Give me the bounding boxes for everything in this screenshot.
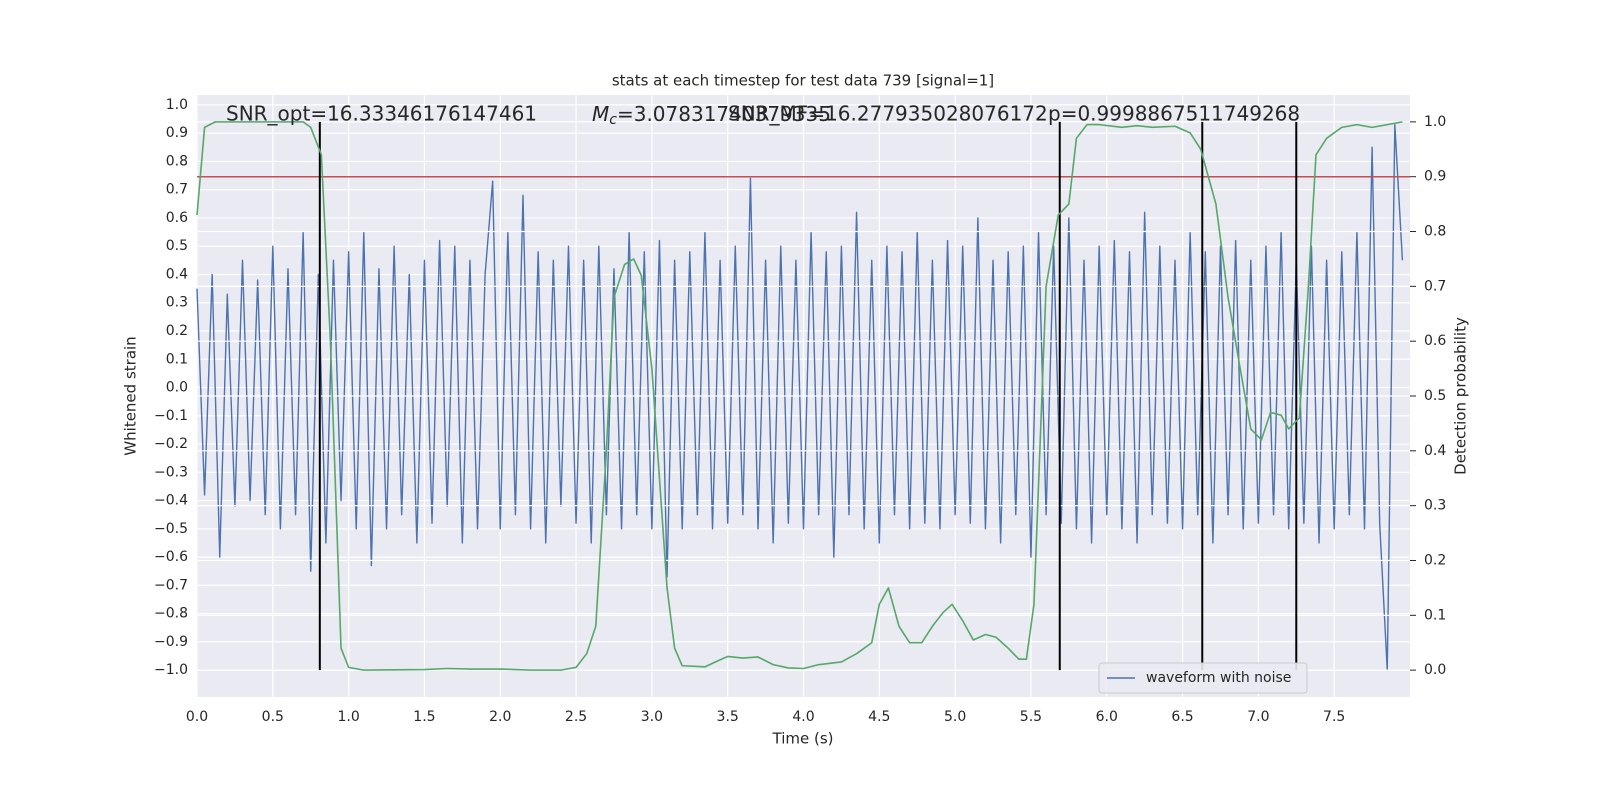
- annotation-text: =3.07831740379335: [617, 102, 831, 126]
- x-tick-label: 7.0: [1247, 709, 1269, 725]
- y2-axis-label: Detection probability: [1452, 317, 1470, 475]
- x-tick-label: 2.5: [565, 709, 587, 725]
- y2-tick-label: 0.0: [1424, 662, 1446, 678]
- x-tick-label: 5.0: [944, 709, 966, 725]
- y-axis-label: Whitened strain: [122, 336, 140, 455]
- x-tick-label: 3.5: [717, 709, 739, 725]
- y-tick-label: −0.2: [154, 436, 188, 452]
- chart-title: stats at each timestep for test data 739…: [612, 72, 994, 90]
- x-tick-label: 3.0: [641, 709, 663, 725]
- y-tick-label: 0.1: [166, 351, 188, 367]
- y-tick-label: 0.6: [166, 210, 188, 226]
- legend-label: waveform with noise: [1146, 670, 1291, 686]
- x-tick-label: 1.0: [337, 709, 359, 725]
- x-tick-label: 6.0: [1096, 709, 1118, 725]
- x-tick-label: 2.0: [489, 709, 511, 725]
- y-tick-label: −0.7: [154, 577, 188, 593]
- y-tick-label: −0.9: [154, 634, 188, 650]
- y2-tick-label: 0.6: [1424, 333, 1446, 349]
- x-tick-label: 4.0: [792, 709, 814, 725]
- annotation: Mc=3.07831740379335: [592, 102, 831, 129]
- y2-tick-label: 0.8: [1424, 224, 1446, 240]
- annotation: SNR_MF=16.277935028076172: [728, 102, 1048, 126]
- y2-tick-label: 0.5: [1424, 388, 1446, 404]
- x-tick-label: 7.5: [1323, 709, 1345, 725]
- y-tick-label: 0.4: [166, 266, 188, 282]
- y-tick-label: 0.9: [166, 125, 188, 141]
- y-tick-label: 0.7: [166, 182, 188, 198]
- x-tick-label: 0.5: [262, 709, 284, 725]
- annotation: SNR_opt=16.33346176147461: [226, 102, 537, 126]
- y-tick-label: 1.0: [166, 97, 188, 113]
- y-tick-label: −0.1: [154, 408, 188, 424]
- y2-tick-label: 0.2: [1424, 552, 1446, 568]
- x-tick-label: 4.5: [868, 709, 890, 725]
- y2-tick-label: 0.7: [1424, 278, 1446, 294]
- x-tick-label: 6.5: [1171, 709, 1193, 725]
- y-tick-label: 0.3: [166, 295, 188, 311]
- y2-tick-label: 0.4: [1424, 443, 1446, 459]
- y-tick-label: 0.2: [166, 323, 188, 339]
- y-tick-label: −1.0: [154, 662, 188, 678]
- x-axis-label: Time (s): [772, 730, 834, 748]
- x-tick-label: 1.5: [413, 709, 435, 725]
- y-tick-label: −0.3: [154, 464, 188, 480]
- legend-box: [1098, 662, 1308, 694]
- y-tick-label: 0.8: [166, 153, 188, 169]
- annotation-symbol: M: [592, 102, 609, 126]
- annotation: p=0.9998867511749268: [1048, 102, 1300, 126]
- y2-tick-label: 1.0: [1424, 114, 1446, 130]
- y-tick-label: 0.5: [166, 238, 188, 254]
- y2-tick-label: 0.3: [1424, 498, 1446, 514]
- y-tick-label: −0.6: [154, 549, 188, 565]
- y-tick-label: 0.0: [166, 380, 188, 396]
- y2-tick-label: 0.9: [1424, 169, 1446, 185]
- y-tick-label: −0.8: [154, 606, 188, 622]
- x-tick-label: 0.0: [186, 709, 208, 725]
- y-tick-label: −0.4: [154, 493, 188, 509]
- annotation-subscript: c: [609, 112, 617, 128]
- y2-tick-label: 0.1: [1424, 607, 1446, 623]
- series-line: [196, 121, 1403, 671]
- y-tick-label: −0.5: [154, 521, 188, 537]
- x-tick-label: 5.5: [1020, 709, 1042, 725]
